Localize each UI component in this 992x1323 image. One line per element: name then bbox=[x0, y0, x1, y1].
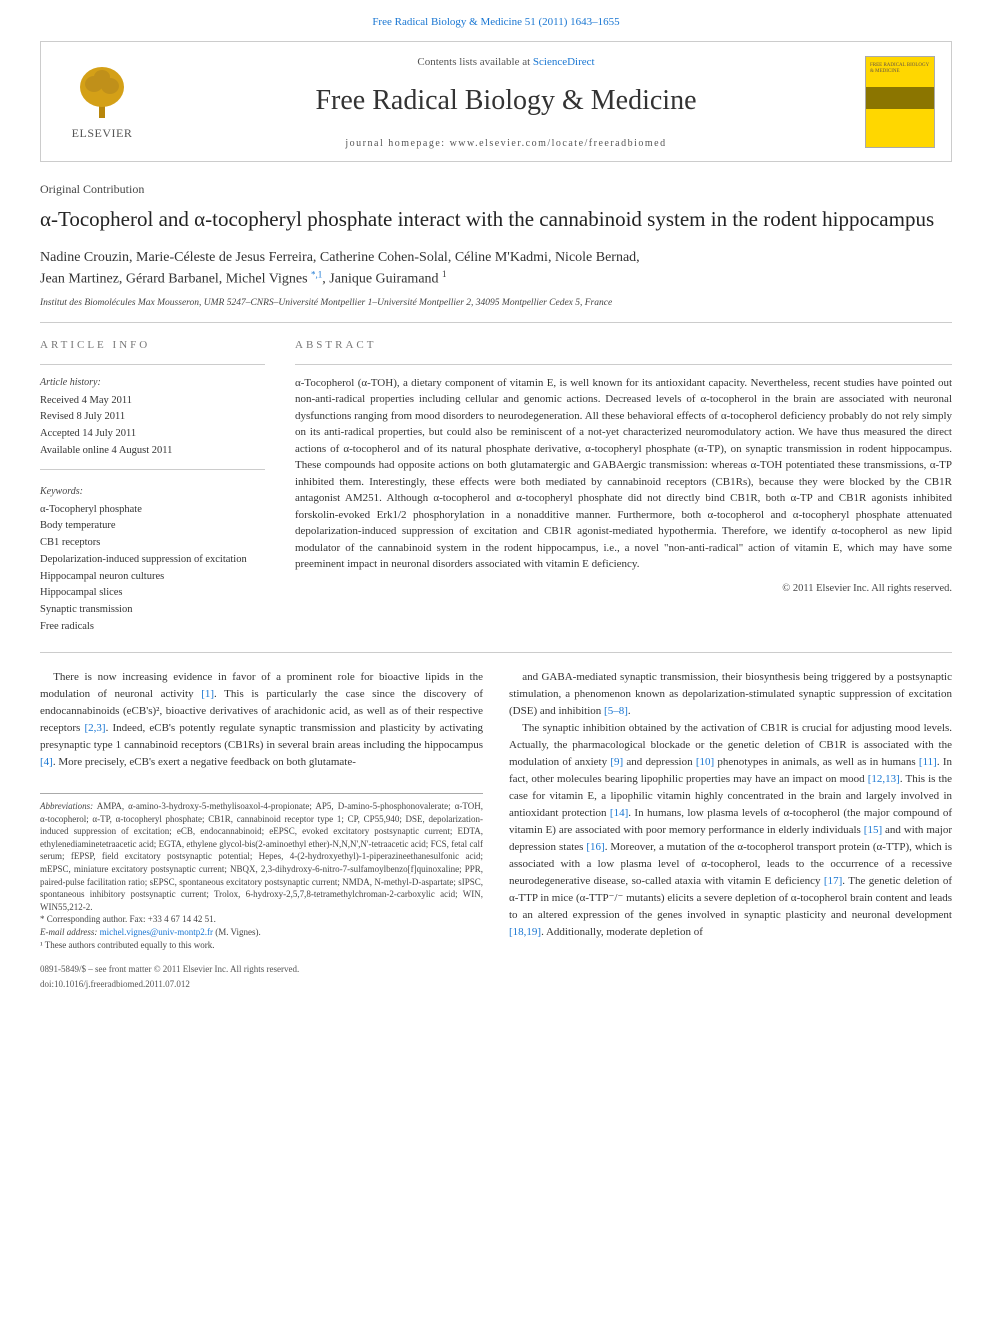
elsevier-tree-icon bbox=[72, 62, 132, 122]
ref-link[interactable]: [9] bbox=[610, 756, 623, 768]
accepted-date: Accepted 14 July 2011 bbox=[40, 426, 265, 442]
journal-cover-thumb: FREE RADICAL BIOLOGY & MEDICINE bbox=[865, 56, 935, 148]
ref-link[interactable]: [5–8] bbox=[604, 705, 628, 717]
keywords-head: Keywords: bbox=[40, 484, 265, 499]
citation-link[interactable]: Free Radical Biology & Medicine 51 (2011… bbox=[372, 16, 619, 28]
body-para: and GABA-mediated synaptic transmission,… bbox=[509, 669, 952, 720]
elsevier-label: ELSEVIER bbox=[72, 124, 133, 142]
body-text: There is now increasing evidence in favo… bbox=[40, 669, 952, 993]
ref-link[interactable]: [10] bbox=[696, 756, 714, 768]
divider bbox=[40, 652, 952, 653]
ref-link[interactable]: [18,19] bbox=[509, 926, 541, 938]
article-type: Original Contribution bbox=[40, 180, 952, 198]
abstract-panel: ABSTRACT α-Tocopherol (α-TOH), a dietary… bbox=[295, 337, 952, 636]
divider bbox=[40, 322, 952, 323]
ref-link[interactable]: [12,13] bbox=[868, 773, 900, 785]
ref-link[interactable]: [1] bbox=[201, 688, 214, 700]
footer-meta: 0891-5849/$ – see front matter © 2011 El… bbox=[40, 963, 483, 992]
keyword: Hippocampal neuron cultures bbox=[40, 569, 265, 585]
ref-link[interactable]: [11] bbox=[919, 756, 937, 768]
revised-date: Revised 8 July 2011 bbox=[40, 409, 265, 425]
citation-header: Free Radical Biology & Medicine 51 (2011… bbox=[0, 0, 992, 37]
affiliation: Institut des Biomolécules Max Mousseron,… bbox=[40, 296, 952, 310]
corresponding-author-marker[interactable]: *,1 bbox=[311, 272, 322, 287]
elsevier-logo: ELSEVIER bbox=[57, 62, 147, 142]
body-para: There is now increasing evidence in favo… bbox=[40, 669, 483, 771]
article-info-panel: ARTICLE INFO Article history: Received 4… bbox=[40, 337, 265, 636]
author-list: Nadine Crouzin, Marie-Céleste de Jesus F… bbox=[40, 247, 952, 290]
article-title: α-Tocopherol and α-tocopheryl phosphate … bbox=[40, 206, 952, 233]
history-head: Article history: bbox=[40, 375, 265, 390]
keyword: Depolarization-induced suppression of ex… bbox=[40, 552, 265, 568]
journal-homepage: journal homepage: www.elsevier.com/locat… bbox=[167, 136, 845, 151]
ref-link[interactable]: [14] bbox=[610, 807, 628, 819]
ref-link[interactable]: [15] bbox=[864, 824, 882, 836]
ref-link[interactable]: [4] bbox=[40, 756, 53, 768]
ref-link[interactable]: [16] bbox=[586, 841, 604, 853]
abstract-head: ABSTRACT bbox=[295, 337, 952, 354]
keyword: Hippocampal slices bbox=[40, 585, 265, 601]
email-link[interactable]: michel.vignes@univ-montp2.fr bbox=[100, 927, 213, 937]
ref-link[interactable]: [2,3] bbox=[85, 722, 106, 734]
ref-link[interactable]: [17] bbox=[824, 875, 842, 887]
contents-line: Contents lists available at ScienceDirec… bbox=[167, 54, 845, 71]
received-date: Received 4 May 2011 bbox=[40, 393, 265, 409]
footnotes: Abbreviations: AMPA, α-amino-3-hydroxy-5… bbox=[40, 793, 483, 951]
online-date: Available online 4 August 2011 bbox=[40, 443, 265, 459]
journal-banner: ELSEVIER Contents lists available at Sci… bbox=[40, 41, 952, 163]
keyword: CB1 receptors bbox=[40, 535, 265, 551]
keyword: Body temperature bbox=[40, 518, 265, 534]
journal-title: Free Radical Biology & Medicine bbox=[167, 80, 845, 122]
keyword: Synaptic transmission bbox=[40, 602, 265, 618]
body-para: The synaptic inhibition obtained by the … bbox=[509, 720, 952, 942]
abstract-text: α-Tocopherol (α-TOH), a dietary componen… bbox=[295, 375, 952, 573]
abstract-copyright: © 2011 Elsevier Inc. All rights reserved… bbox=[295, 581, 952, 597]
info-head: ARTICLE INFO bbox=[40, 337, 265, 354]
keyword: Free radicals bbox=[40, 619, 265, 635]
sciencedirect-link[interactable]: ScienceDirect bbox=[533, 56, 595, 68]
keyword: α-Tocopheryl phosphate bbox=[40, 502, 265, 518]
